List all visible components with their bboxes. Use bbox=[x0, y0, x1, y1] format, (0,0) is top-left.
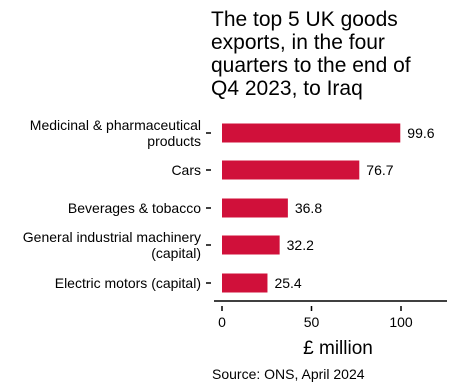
x-tick-label: 100 bbox=[389, 314, 413, 330]
category-label: Electric motors (capital) bbox=[55, 275, 201, 291]
category-label-line: (capital) bbox=[151, 245, 201, 261]
bar bbox=[222, 273, 268, 293]
category-label: General industrial machinery (capital) bbox=[23, 229, 201, 261]
chart-title-line: The top 5 UK goods bbox=[211, 8, 398, 31]
chart-title-line: exports, in the four bbox=[211, 31, 385, 54]
value-label: 32.2 bbox=[287, 237, 314, 253]
value-label: 76.7 bbox=[366, 162, 393, 178]
category-label-line: General industrial machinery bbox=[23, 229, 201, 245]
category-label-line: Electric motors (capital) bbox=[55, 275, 201, 291]
chart-title: The top 5 UK goods exports, in the four qu… bbox=[211, 8, 411, 100]
category-label: Cars bbox=[171, 162, 201, 178]
category-label-line: Beverages & tobacco bbox=[68, 200, 201, 216]
chart-title-text: The top 5 UK goods exports, in the four qu… bbox=[211, 8, 411, 100]
x-axis-title: £ million bbox=[303, 338, 373, 359]
bar bbox=[222, 123, 401, 143]
source-note: Source: ONS, April 2024 bbox=[212, 366, 365, 382]
category-label-line: Medicinal & pharmaceutical bbox=[30, 117, 201, 133]
chart-title-line: Q4 2023, to Iraq bbox=[211, 77, 363, 100]
value-labels: 99.6 76.7 36.8 32.2 25.4 bbox=[274, 125, 434, 291]
category-label: Beverages & tobacco bbox=[68, 200, 201, 216]
category-labels: Medicinal & pharmaceutical products Cars Be… bbox=[23, 117, 211, 291]
x-tick-label: 50 bbox=[304, 314, 320, 330]
category-label-line: Cars bbox=[171, 162, 201, 178]
bar bbox=[222, 160, 360, 180]
x-tick-label: 0 bbox=[218, 314, 226, 330]
value-label: 99.6 bbox=[407, 125, 434, 141]
category-label: Medicinal & pharmaceutical products bbox=[30, 117, 201, 149]
bars bbox=[222, 123, 401, 293]
value-label: 36.8 bbox=[295, 200, 322, 216]
bar bbox=[222, 198, 288, 218]
bar bbox=[222, 235, 280, 255]
chart-title-line: quarters to the end of bbox=[211, 54, 411, 77]
category-label-line: products bbox=[147, 133, 201, 149]
x-axis: 0 50 100 bbox=[214, 300, 447, 330]
value-label: 25.4 bbox=[274, 275, 301, 291]
